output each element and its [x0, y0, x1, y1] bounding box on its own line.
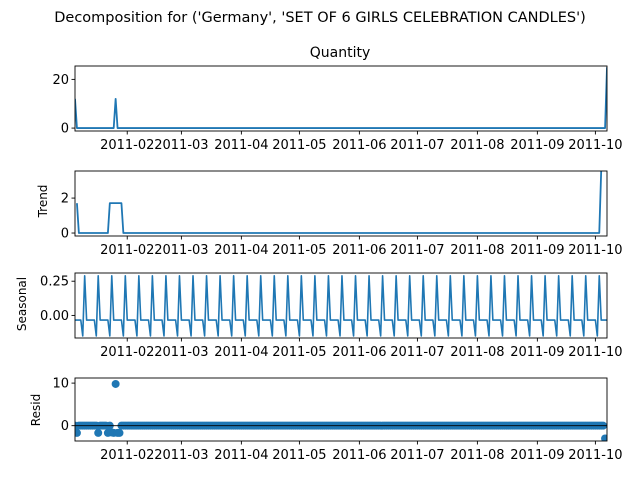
- axes-frame: [74, 377, 608, 442]
- x-tick-label: 2011-02: [100, 345, 154, 360]
- x-tick-label: 2011-06: [332, 448, 386, 463]
- x-tick-label: 2011-07: [390, 138, 444, 153]
- x-tick-label: 2011-03: [154, 243, 208, 258]
- x-tick-label: 2011-05: [272, 138, 326, 153]
- quantity-title: Quantity: [310, 45, 371, 61]
- y-tick-label: 0.00: [40, 309, 69, 324]
- y-tick-label: 0: [61, 419, 69, 434]
- resid-outlier-point: [601, 434, 607, 441]
- x-tick-label: 2011-08: [450, 448, 504, 463]
- x-tick-label: 2011-06: [332, 243, 386, 258]
- axes-frame: [74, 272, 608, 339]
- x-tick-label: 2011-08: [450, 138, 504, 153]
- x-tick-label: 2011-09: [510, 448, 564, 463]
- y-tick-label: 2: [61, 192, 69, 207]
- x-tick-label: 2011-10: [568, 243, 622, 258]
- figure-title: Decomposition for ('Germany', 'SET OF 6 …: [54, 10, 586, 26]
- quantity-panel: Quantity 0 20 2011-02 2011-03 2011-04 2011-05…: [52, 45, 622, 153]
- plot-series-group: [75, 379, 607, 441]
- x-tick-label: 2011-04: [214, 243, 268, 258]
- quantity-series-line: [75, 67, 607, 129]
- plot-series-group: [76, 171, 603, 234]
- x-tick-label: 2011-04: [214, 138, 268, 153]
- seasonal-axis-label: Seasonal: [15, 277, 29, 331]
- x-tick-label: 2011-04: [214, 448, 268, 463]
- x-tick-label: 2011-02: [100, 448, 154, 463]
- resid-outlier-point: [115, 428, 124, 437]
- x-tick-label: 2011-03: [154, 345, 208, 360]
- y-tick-label: 0: [61, 227, 69, 242]
- x-tick-label: 2011-10: [568, 448, 622, 463]
- resid-outlier-point: [75, 428, 81, 437]
- x-tick-label: 2011-05: [272, 448, 326, 463]
- resid-outlier-point: [94, 428, 103, 437]
- axes-frame: [74, 170, 608, 237]
- x-tick-label: 2011-08: [450, 345, 504, 360]
- x-tick-label: 2011-07: [390, 243, 444, 258]
- x-tick-label: 2011-05: [272, 345, 326, 360]
- axes-frame: [74, 65, 608, 132]
- x-tick-label: 2011-04: [214, 345, 268, 360]
- y-tick-label: 20: [52, 73, 69, 88]
- x-tick-label: 2011-10: [568, 345, 622, 360]
- trend-axis-label: Trend: [36, 185, 50, 219]
- x-tick-label: 2011-09: [510, 138, 564, 153]
- x-tick-label: 2011-06: [332, 138, 386, 153]
- x-tick-label: 2011-07: [390, 345, 444, 360]
- x-tick-label: 2011-06: [332, 345, 386, 360]
- x-tick-label: 2011-09: [510, 345, 564, 360]
- plot-series-group: [75, 67, 607, 129]
- trend-series-line: [76, 171, 603, 234]
- y-tick-label: 10: [52, 377, 69, 392]
- x-tick-label: 2011-02: [100, 243, 154, 258]
- seasonal-series-line: [75, 274, 607, 337]
- x-tick-label: 2011-09: [510, 243, 564, 258]
- resid-outlier-point: [111, 379, 120, 388]
- x-tick-label: 2011-02: [100, 138, 154, 153]
- x-tick-label: 2011-03: [154, 448, 208, 463]
- x-tick-label: 2011-05: [272, 243, 326, 258]
- x-tick-label: 2011-10: [568, 138, 622, 153]
- y-tick-label: 0: [61, 122, 69, 137]
- y-tick-label: 0.25: [40, 275, 69, 290]
- x-tick-label: 2011-08: [450, 243, 504, 258]
- seasonal-panel: Seasonal 0.00 0.25 2011-02 2011-03 2011-04 20…: [15, 272, 623, 360]
- resid-axis-label: Resid: [29, 394, 43, 426]
- resid-panel: Resid 0 10 2011-02 2011-03 2011-04 2011-05 201…: [29, 377, 623, 463]
- x-tick-label: 2011-03: [154, 138, 208, 153]
- x-tick-label: 2011-07: [390, 448, 444, 463]
- plot-series-group: [75, 274, 607, 337]
- trend-panel: Trend 0 2 2011-02 2011-03 2011-04 2011-05 2011…: [36, 170, 623, 258]
